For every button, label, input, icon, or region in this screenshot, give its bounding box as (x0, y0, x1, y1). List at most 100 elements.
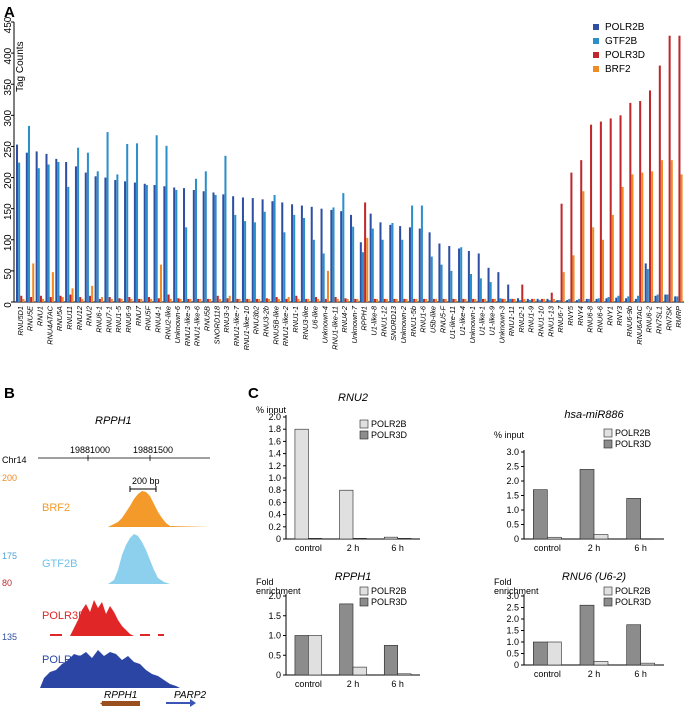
bar-polr2b-31 (320, 208, 323, 302)
panel-a-category-label: RNU3-3 (222, 305, 231, 333)
chart-2-bar-polr2b-0 (308, 635, 323, 676)
bar-polr2b-30 (310, 206, 313, 302)
bar-brf2-52 (533, 298, 536, 302)
bar-polr3d-21 (226, 298, 229, 302)
bar-polr2b-38 (389, 224, 392, 302)
bar-polr3d-31 (324, 298, 327, 302)
bar-polr2b-53 (536, 298, 539, 302)
bar-gtf2b-11 (126, 143, 129, 302)
bar-gtf2b-20 (214, 194, 217, 302)
bar-polr2b-24 (251, 198, 254, 302)
panel-a-category-label: U1-like-8 (370, 305, 379, 335)
bar-brf2-17 (189, 298, 192, 302)
panel-a-category-label: RNU5E (26, 306, 35, 331)
chart-0-category-label: 6 h (391, 543, 404, 553)
bar-gtf2b-51 (519, 300, 522, 302)
bar-polr2b-46 (467, 250, 470, 302)
bar-gtf2b-7 (86, 152, 89, 302)
panel-a-category-label: Unknown-1 (468, 306, 477, 343)
bar-polr3d-4 (59, 295, 62, 302)
bar-brf2-38 (395, 298, 398, 302)
panel-a-category-label: RNY3 (615, 305, 624, 326)
panel-a-category-label: RN7SL1 (654, 306, 663, 334)
bar-polr3d-16 (177, 298, 180, 302)
panel-a-y-tick-label: 200 (3, 172, 14, 189)
bar-brf2-10 (120, 298, 123, 302)
bar-brf2-41 (425, 298, 428, 302)
chart-0-ylabel: % input (256, 405, 287, 415)
bar-polr3d-51 (521, 284, 524, 302)
bar-polr3d-27 (285, 298, 288, 302)
bar-polr3d-61 (619, 115, 622, 302)
chart-2-ylabel-line2: enrichment (256, 586, 301, 596)
chart-1-bar-polr3d-0 (533, 489, 548, 540)
bar-polr2b-51 (517, 298, 520, 302)
panel-a-category-label: RNU4-2 (340, 306, 349, 333)
panel-a-category-label: RNU1-like-2 (281, 306, 290, 346)
chart-2-bar-polr3d-0 (294, 635, 309, 676)
bar-polr2b-64 (644, 263, 647, 302)
bar-gtf2b-48 (489, 282, 492, 302)
chart-3-bar-polr3d-0 (533, 641, 548, 666)
bar-gtf2b-36 (371, 228, 374, 302)
bar-polr2b-15 (163, 186, 166, 302)
bar-polr2b-0 (16, 144, 19, 302)
panel-a-category-label: U1-like-4 (458, 306, 467, 336)
bar-polr3d-48 (491, 298, 494, 302)
panel-a-category-label: RNU1-12 (379, 306, 388, 337)
chart-3-y-tick-label: 1.5 (506, 626, 519, 636)
chart-0-y-tick-label: 0.8 (268, 485, 281, 495)
panel-a-y-tick-label: 450 (3, 16, 14, 33)
bar-polr2b-41 (418, 228, 421, 302)
chart-0-y-tick-label: 1.8 (268, 424, 281, 434)
bar-brf2-8 (100, 297, 104, 302)
bar-polr2b-63 (634, 298, 637, 302)
bar-polr3d-54 (550, 292, 553, 302)
bar-gtf2b-2 (37, 168, 40, 302)
panel-a-category-label: RNU1-11 (507, 306, 516, 336)
bar-polr3d-50 (511, 298, 514, 302)
bar-brf2-53 (543, 298, 546, 302)
bar-brf2-37 (385, 298, 388, 302)
bar-gtf2b-57 (578, 298, 581, 302)
legend-label-gtf2b: GTF2B (605, 36, 638, 47)
bar-brf2-23 (248, 298, 251, 302)
panel-a-category-label: RNU6ATAC (635, 305, 644, 344)
chart-0-bar-polr2b-1 (339, 489, 354, 540)
chart-3-y-tick-label: 0.5 (506, 649, 519, 659)
bar-polr3d-62 (629, 102, 632, 302)
chart-3-bar-polr3d-2 (626, 624, 641, 666)
bar-gtf2b-23 (244, 221, 247, 302)
bar-polr3d-55 (560, 203, 563, 302)
chart-3-y-tick-label: 0 (514, 660, 519, 670)
bar-polr3d-34 (354, 298, 357, 302)
chart-0-y-tick-label: 1.2 (268, 461, 281, 471)
chart-0-category-label: control (295, 543, 322, 553)
panel-a-category-label: Unknown-3 (497, 305, 506, 343)
chart-0-legend-label-polr3d: POLR3D (371, 430, 408, 440)
chart-3-bar-polr2b-1 (593, 661, 609, 666)
chart-2-y-tick-label: 0 (276, 670, 281, 680)
chart-0-legend-swatch-polr2b (359, 419, 369, 429)
bar-polr2b-62 (625, 298, 628, 302)
bar-polr3d-12 (138, 298, 141, 302)
bar-polr3d-64 (648, 90, 652, 302)
chart-2-legend-swatch-polr3d (359, 597, 369, 607)
bar-polr2b-18 (192, 190, 195, 302)
bar-brf2-47 (484, 298, 487, 302)
panel-a-category-label: RNU1-like-3 (183, 305, 192, 346)
chromosome-label: Chr14 (2, 455, 27, 465)
bar-brf2-34 (356, 298, 359, 302)
chart-2-category-label: 2 h (347, 679, 360, 689)
panel-a-category-label: RNU4-1 (153, 306, 162, 333)
bar-polr3d-41 (423, 298, 426, 302)
polr2b-track-max: 135 (2, 632, 17, 642)
bar-polr2b-58 (585, 298, 588, 302)
chart-2-y-tick-label: 2.0 (268, 591, 281, 601)
bar-gtf2b-61 (617, 295, 620, 302)
bar-gtf2b-63 (637, 295, 640, 302)
chart-2-bar-polr2b-2 (397, 673, 412, 676)
bar-gtf2b-9 (106, 132, 109, 302)
bar-polr3d-40 (413, 298, 416, 302)
panel-a-category-label: RNU5B-like (271, 306, 280, 345)
